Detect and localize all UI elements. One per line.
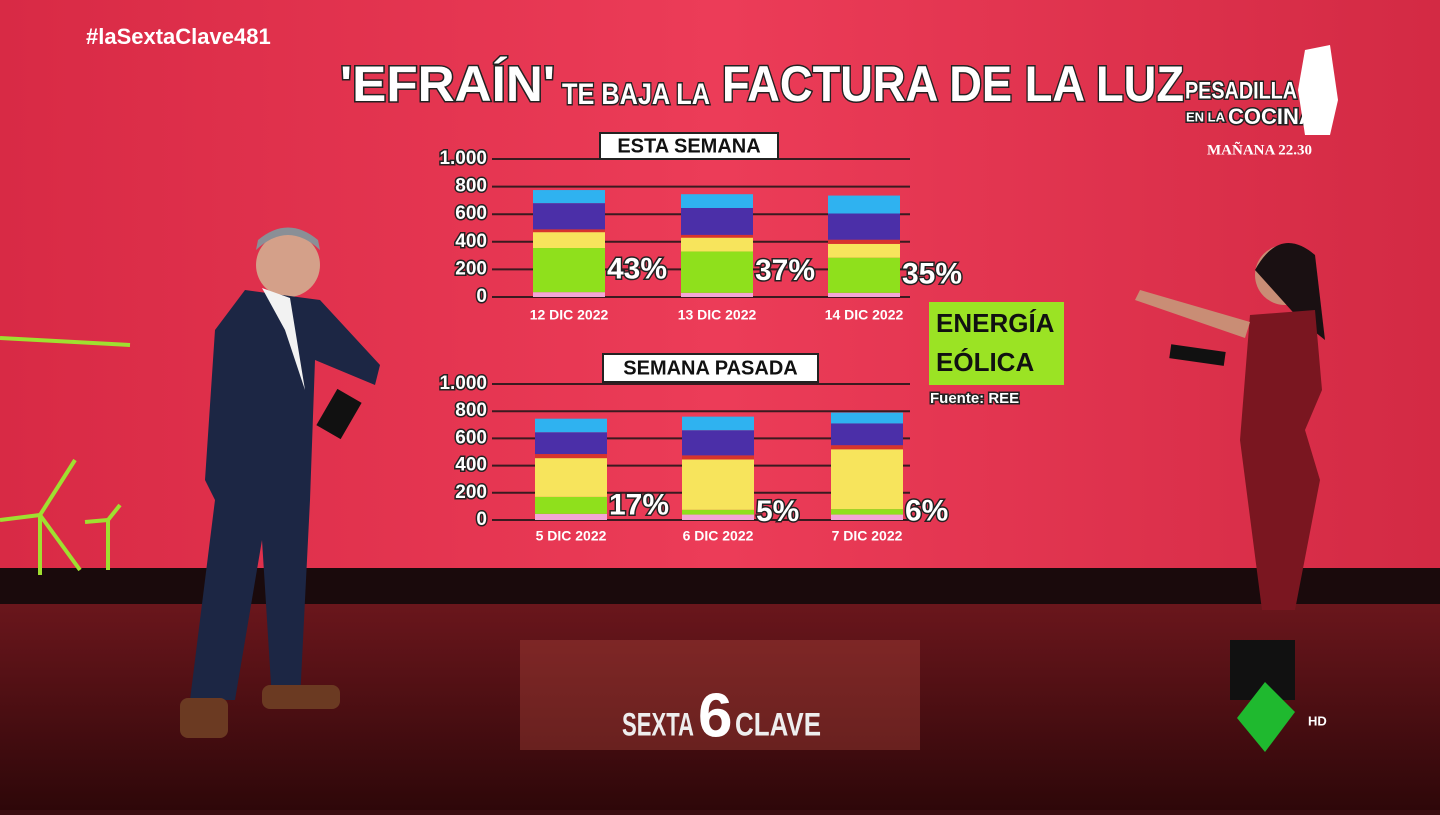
bar-segment (828, 213, 900, 240)
bar-segment (828, 292, 900, 297)
y-tick-label: 800 (455, 400, 487, 421)
bar-segment (533, 292, 605, 297)
bar-segment (681, 234, 753, 238)
quality: HD (1308, 713, 1327, 728)
bar-segment (535, 458, 607, 497)
y-tick-label: 1.000 (439, 373, 487, 394)
y-tick-label: 400 (455, 455, 487, 476)
bar-segment (682, 459, 754, 510)
legend-line: ENERGÍA (936, 308, 1055, 338)
y-tick-label: 600 (455, 203, 487, 224)
source: Fuente: REE (930, 390, 1019, 407)
logo-mark: 6 (698, 681, 732, 750)
bar-segment (828, 243, 900, 258)
bar-segment (533, 229, 605, 233)
logo-text: SEXTA (622, 706, 694, 742)
bar-segment (681, 251, 753, 293)
bar-segment (682, 430, 754, 456)
bar-segment (535, 513, 607, 520)
bar-segment (682, 416, 754, 431)
subtitle-box (602, 353, 819, 383)
bar-segment (682, 509, 754, 515)
bar-segment (535, 432, 607, 455)
y-tick-label: 1.000 (439, 148, 487, 169)
show-logo: SEXTA 6 CLAVE HD (622, 681, 1327, 752)
bar-segment (828, 195, 900, 214)
subtitle-box (599, 132, 779, 160)
share-label: 35% (902, 257, 962, 290)
share-label: 17% (609, 488, 669, 521)
promo-line: PESADILLA (1185, 77, 1297, 104)
share-label: 37% (755, 254, 815, 287)
wind-turbines (0, 336, 131, 575)
presenter-man (180, 227, 380, 738)
x-tick-label: 12 DIC 2022 (530, 307, 609, 323)
bar-segment (831, 445, 903, 450)
bar-segment (535, 454, 607, 459)
bar-segment (535, 418, 607, 433)
y-tick-label: 400 (455, 231, 487, 252)
x-tick-label: 7 DIC 2022 (832, 528, 903, 544)
promo-line: EN LA (1186, 109, 1226, 124)
title-part: 'EFRAÍN' (340, 56, 555, 112)
y-tick-label: 0 (476, 286, 487, 307)
share-label: 6% (905, 494, 948, 527)
bar-segment (831, 449, 903, 510)
x-tick-label: 6 DIC 2022 (683, 528, 754, 544)
share-label: 5% (756, 495, 799, 528)
bar-segment (828, 257, 900, 293)
y-tick-label: 600 (455, 427, 487, 448)
bar-segment (831, 423, 903, 446)
bar-segment (681, 194, 753, 208)
title-part: TE BAJA LA (562, 78, 710, 111)
bar-segment (831, 412, 903, 424)
y-tick-label: 200 (455, 258, 487, 279)
promo: PESADILLA EN LA COCINA MAÑANA 22.30 (1184, 45, 1338, 158)
bar-segment (831, 509, 903, 515)
title-part: FACTURA DE LA LUZ (722, 56, 1184, 112)
hashtag: #laSextaClave481 (86, 24, 271, 49)
legend-line: EÓLICA (936, 347, 1034, 377)
bar-segment (682, 455, 754, 460)
promo-time: MAÑANA 22.30 (1207, 140, 1312, 158)
bar-segment (831, 514, 903, 520)
y-tick-label: 200 (455, 482, 487, 503)
bar-segment (533, 248, 605, 293)
bar-segment (828, 239, 900, 244)
subtitle: ESTA SEMANA (617, 135, 760, 157)
bar-segment (535, 496, 607, 514)
reflection (520, 640, 920, 750)
x-tick-label: 14 DIC 2022 (825, 307, 904, 323)
legend-box (929, 302, 1064, 385)
share-label: 43% (607, 252, 667, 285)
bar-segment (533, 232, 605, 249)
bar-segment (682, 514, 754, 520)
bar-segment (681, 292, 753, 297)
x-tick-label: 13 DIC 2022 (678, 307, 757, 323)
bar-segment (533, 190, 605, 204)
y-tick-label: 0 (476, 509, 487, 530)
y-tick-label: 800 (455, 176, 487, 197)
presenter-woman (1135, 243, 1325, 700)
logo-text: CLAVE (735, 706, 821, 742)
bar-segment (681, 207, 753, 235)
bar-segment (533, 203, 605, 230)
bar-segment (681, 237, 753, 252)
x-tick-label: 5 DIC 2022 (536, 528, 607, 544)
subtitle: SEMANA PASADA (623, 357, 797, 379)
